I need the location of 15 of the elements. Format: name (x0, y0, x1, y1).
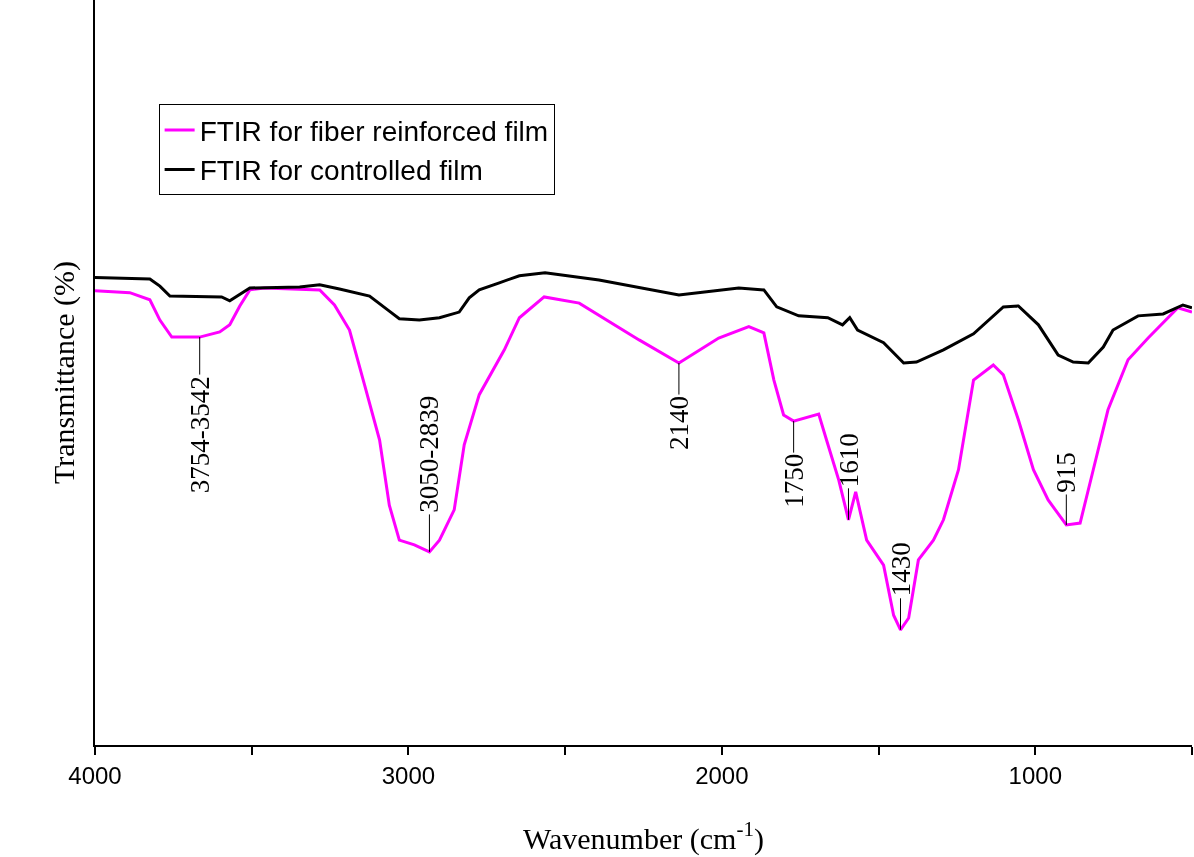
y-axis-title: Transmittance (%) (46, 260, 81, 485)
x-tick-label: 4000 (68, 761, 122, 789)
legend-label: FTIR for fiber reinforced film (199, 115, 549, 147)
annotation: 1430 (885, 542, 916, 597)
x-axis-title: Wavenumber (cm$^{-1}$) (523, 817, 764, 856)
x-tick-label: 2000 (695, 761, 749, 789)
annotation: 1750 (778, 453, 809, 508)
x-tick-label: 1000 (1008, 761, 1062, 789)
annotation: 3050-2839 (414, 395, 445, 513)
annotation: 915 (1050, 452, 1081, 493)
annotation: 2140 (663, 395, 694, 450)
annotation: 1610 (833, 433, 864, 488)
annotation: 3754-3542 (185, 376, 216, 494)
x-tick-label: 3000 (381, 761, 436, 789)
legend-label: FTIR for controlled film (199, 155, 483, 187)
